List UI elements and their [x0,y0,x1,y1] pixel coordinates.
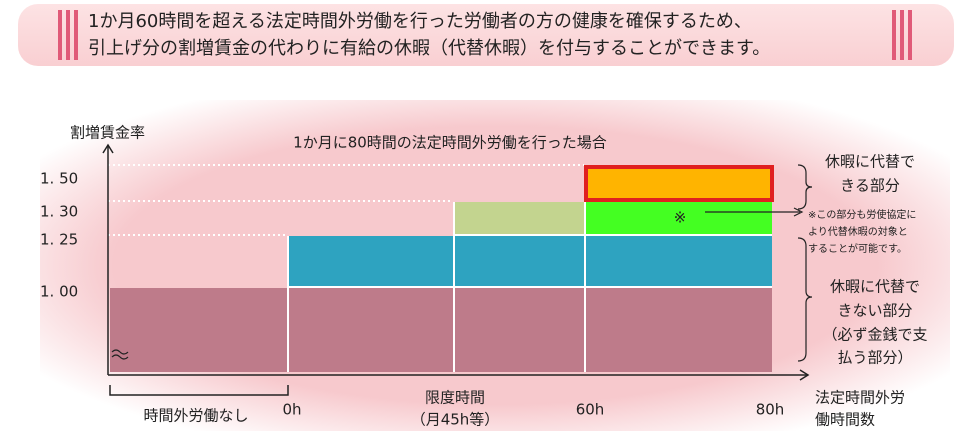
diagram-title: 1か月に80時間の法定時間外労働を行った場合 [293,134,607,152]
not-substitutable-label: 払う部分） [837,349,912,367]
not-substitutable-label: （必ず金銭で支 [822,326,927,344]
x-axis-label: 法定時間外労 [815,389,905,407]
dotted-lines [108,164,584,236]
y-label: 1. 50 [40,170,78,188]
substitutable-label: きる部分 [840,177,900,195]
separators [287,202,772,372]
banner-bars [58,10,912,60]
substitutable-label: 休暇に代替で [825,153,915,171]
axes [102,143,810,396]
y-label: 1. 30 [40,203,78,221]
banner-line: 引上げ分の割増賃金の代わりに有給の休暇（代替休暇）を付与することができます。 [88,38,770,59]
limit-label: （月45h等） [411,411,500,429]
mark: ※ [674,209,687,227]
x-axis-label: 働時間数 [815,411,875,429]
note: ※この部分も労使協定に [808,208,916,221]
rate-30-substitutable [586,202,772,234]
not-substitutable-label: きない部分 [837,302,912,320]
base-block [110,288,772,372]
x-label: 0h [282,401,301,419]
banner [18,4,954,66]
limit-label: 限度時間 [425,389,485,407]
y-axis-label: 割増賃金率 [70,124,145,142]
x-label: 80h [756,401,785,419]
not-substitutable-label: 休暇に代替で [830,278,920,296]
rate-25-block [288,236,772,287]
note: より代替休暇の対象と [808,225,908,238]
rate-50-block [584,165,774,202]
rate-30-block [454,202,585,234]
note-arrow [705,164,813,362]
note: することが可能です。 [808,242,907,255]
banner-line: 1か月60時間を超える法定時間外労働を行った労働者の方の健康を確保するため、 [88,11,752,32]
no-overtime-label: 時間外労働なし [143,407,248,425]
x-label: 60h [576,401,605,419]
y-label: 1. 25 [40,231,78,249]
y-label: 1. 00 [40,283,78,301]
